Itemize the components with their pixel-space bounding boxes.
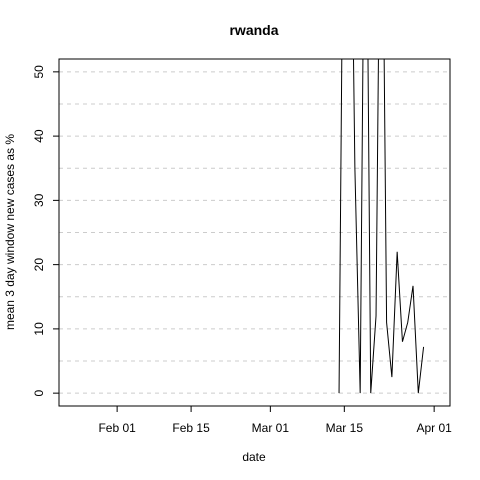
x-tick-label: Mar 01: [252, 421, 290, 435]
grid: [59, 71, 450, 394]
y-tick-label: 30: [32, 193, 46, 207]
y-tick-label: 0: [32, 389, 46, 396]
x-tick-label: Feb 15: [172, 421, 210, 435]
y-tick-label: 20: [32, 258, 46, 272]
y-axis: 0 10 20 30 40 50: [32, 65, 59, 396]
y-tick-label: 50: [32, 65, 46, 79]
x-tick-label: Mar 15: [326, 421, 364, 435]
x-tick-label: Feb 01: [98, 421, 136, 435]
x-axis: Feb 01 Feb 15 Mar 01 Mar 15 Apr 01: [98, 405, 452, 435]
series-line: [338, 59, 425, 394]
x-tick-label: Apr 01: [416, 421, 452, 435]
y-tick-label: 10: [32, 322, 46, 336]
x-axis-label: date: [242, 450, 266, 464]
y-axis-label: mean 3 day window new cases as %: [3, 134, 17, 330]
chart-title: rwanda: [229, 22, 278, 38]
y-tick-label: 40: [32, 129, 46, 143]
